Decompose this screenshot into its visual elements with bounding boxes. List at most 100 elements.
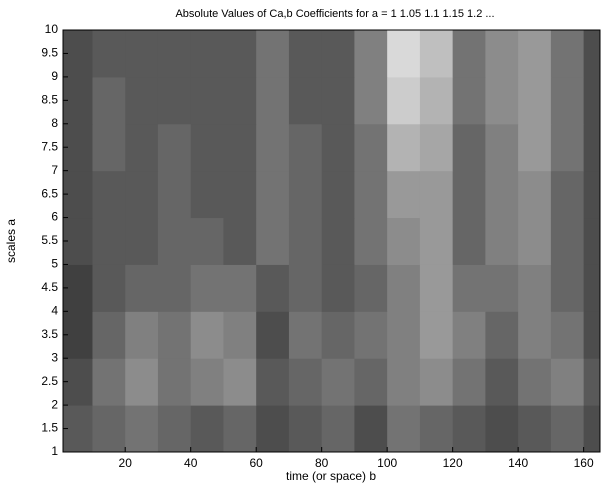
heatmap-cell [157,30,192,78]
y-tick-label: 5 [51,257,58,271]
y-tick-label: 8.5 [41,93,58,107]
heatmap-cell [190,217,224,265]
heatmap-cell [452,170,486,219]
heatmap-cell [256,170,290,219]
heatmap-cell [223,123,257,172]
heatmap-cell [125,217,159,265]
heatmap-cell [92,264,126,312]
heatmap-cell [583,123,600,172]
heatmap-cell [452,217,486,265]
heatmap-cell [550,358,585,406]
heatmap-cell [125,264,159,312]
heatmap-cell [518,76,552,125]
heatmap-cell [550,217,585,265]
heatmap-cell [321,358,355,406]
heatmap-cell [583,30,600,78]
y-tick-label: 2 [51,397,58,411]
heatmap-cell [125,405,159,452]
heatmap-cell [387,30,421,78]
heatmap [63,30,600,452]
heatmap-cell [256,405,290,452]
heatmap-cell [256,217,290,265]
y-tick-label: 5.5 [41,233,58,247]
heatmap-cell [288,30,323,78]
heatmap-cell [92,405,126,452]
heatmap-cell [387,170,421,219]
heatmap-cell [354,405,388,452]
heatmap-cell [92,170,126,219]
heatmap-cell [92,76,126,125]
y-tick-label: 8 [51,116,58,130]
heatmap-cell [485,311,519,359]
heatmap-cell [321,311,355,359]
heatmap-cell [125,311,159,359]
heatmap-cell [321,76,355,125]
heatmap-cell [288,123,323,172]
heatmap-cell [223,217,257,265]
heatmap-cell [518,30,552,78]
heatmap-cell [485,30,519,78]
heatmap-cell [452,311,486,359]
heatmap-cell [419,264,454,312]
heatmap-cell [157,217,192,265]
heatmap-cell [354,358,388,406]
heatmap-cell [485,76,519,125]
heatmap-cell [125,123,159,172]
y-axis-label: scales a [4,219,18,263]
x-tick-label: 60 [250,456,264,470]
heatmap-cell [354,217,388,265]
heatmap-cell [419,170,454,219]
heatmap-cell [485,358,519,406]
y-tick-label: 6.5 [41,186,58,200]
heatmap-cell [518,358,552,406]
x-tick-label: 20 [119,456,133,470]
y-tick-label: 7.5 [41,139,58,153]
heatmap-cell [125,76,159,125]
heatmap-cell [223,264,257,312]
heatmap-cell [518,170,552,219]
heatmap-cell [256,30,290,78]
heatmap-cell [387,264,421,312]
heatmap-cell [452,405,486,452]
heatmap-cell [550,123,585,172]
heatmap-cell [550,264,585,312]
y-tick-label: 4.5 [41,280,58,294]
heatmap-cell [485,170,519,219]
heatmap-cell [485,123,519,172]
heatmap-cell [354,30,388,78]
heatmap-cell [452,30,486,78]
heatmap-cell [518,311,552,359]
heatmap-cell [583,358,600,406]
heatmap-cell [354,311,388,359]
heatmap-cell [354,170,388,219]
heatmap-cell [452,358,486,406]
heatmap-cell [452,76,486,125]
heatmap-cell [321,264,355,312]
heatmap-cell [256,358,290,406]
heatmap-cell [92,217,126,265]
heatmap-cell [256,123,290,172]
y-tick-label: 2.5 [41,374,58,388]
heatmap-cell [583,264,600,312]
heatmap-cell [92,123,126,172]
x-tick-label: 140 [508,456,528,470]
heatmap-cell [190,311,224,359]
heatmap-cell [518,264,552,312]
heatmap-cell [452,123,486,172]
heatmap-cell [157,264,192,312]
heatmap-cell [419,405,454,452]
x-tick-label: 160 [574,456,594,470]
y-tick-label: 3.5 [41,327,58,341]
heatmap-cell [223,30,257,78]
heatmap-cell [223,311,257,359]
heatmap-cell [190,170,224,219]
heatmap-cell [387,123,421,172]
heatmap-cell [223,170,257,219]
heatmap-cell [288,311,323,359]
heatmap-cell [321,170,355,219]
heatmap-cell [485,217,519,265]
heatmap-cell [321,30,355,78]
heatmap-cell [583,217,600,265]
heatmap-cell [288,76,323,125]
